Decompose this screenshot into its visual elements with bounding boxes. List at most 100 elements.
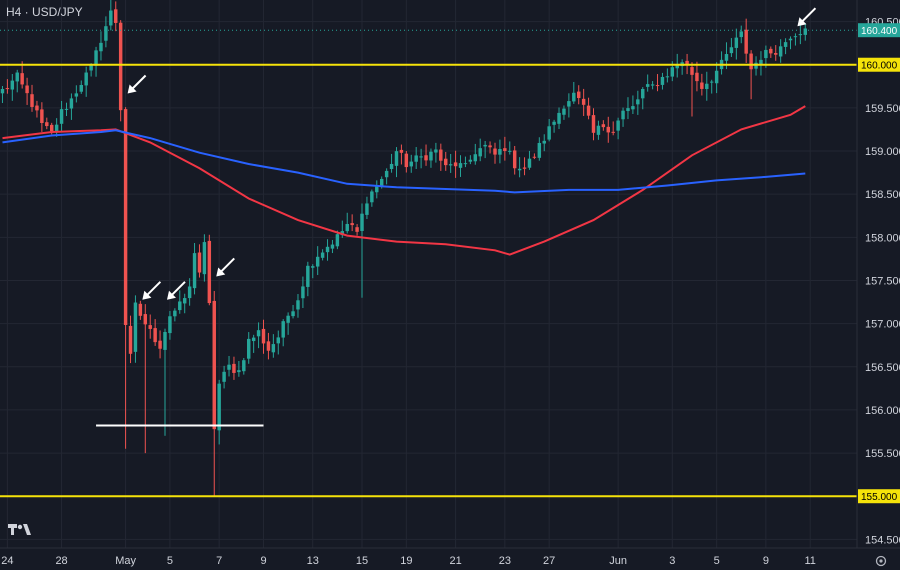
candle[interactable] [581,88,586,116]
candle[interactable] [650,81,655,90]
candle[interactable] [463,156,468,168]
price-axis[interactable]: 154.500 155.000 155.500 156.000 156.500 157.0… [858,17,900,547]
candle[interactable] [483,140,487,159]
candle[interactable] [601,120,606,131]
candle[interactable] [158,330,162,359]
candle[interactable] [616,117,620,140]
candle[interactable] [774,45,778,61]
candle[interactable] [512,145,517,175]
candle[interactable] [591,108,596,141]
candle[interactable] [508,141,512,155]
candle[interactable] [444,151,448,171]
candle[interactable] [399,144,404,165]
annotation-arrow-icon[interactable] [127,74,147,94]
candle[interactable] [45,117,49,130]
candle[interactable] [665,68,670,83]
candle[interactable] [803,23,808,41]
candle[interactable] [182,293,187,314]
candle[interactable] [793,33,798,46]
candle[interactable] [261,319,266,354]
candle[interactable] [168,310,172,340]
candle[interactable] [576,85,581,105]
candle[interactable] [562,105,566,120]
candle[interactable] [375,180,379,199]
candle[interactable] [542,134,546,152]
candle[interactable] [409,154,413,173]
candle[interactable] [645,74,650,92]
candle[interactable] [40,102,44,132]
candle[interactable] [217,379,221,445]
candle[interactable] [552,119,556,133]
candle[interactable] [700,73,704,96]
candle[interactable] [109,0,113,31]
candle[interactable] [325,239,330,261]
candle[interactable] [163,328,167,436]
candle[interactable] [734,28,739,60]
candle[interactable] [222,365,226,389]
candle[interactable] [448,153,453,173]
candle[interactable] [128,315,133,364]
candle[interactable] [636,90,640,115]
candle[interactable] [138,300,143,320]
candle[interactable] [503,136,507,161]
candle[interactable] [301,276,305,308]
annotation-arrow-icon[interactable] [166,281,186,300]
candle[interactable] [478,138,482,162]
candle[interactable] [0,86,5,104]
candle[interactable] [626,97,630,120]
candle[interactable] [739,25,743,44]
candle[interactable] [266,332,271,360]
candle[interactable] [69,93,74,120]
candle[interactable] [54,118,59,137]
candle[interactable] [173,308,177,322]
candle[interactable] [493,142,497,164]
candle[interactable] [360,203,364,298]
candle[interactable] [242,357,246,375]
candle[interactable] [729,38,734,57]
candle[interactable] [567,93,571,118]
candle[interactable] [458,155,463,177]
candle[interactable] [572,81,576,104]
candle[interactable] [394,147,399,178]
candle[interactable] [281,319,285,347]
candle[interactable] [104,16,108,48]
candle[interactable] [350,214,354,232]
candle[interactable] [247,332,251,364]
candle[interactable] [754,56,758,76]
candle[interactable] [370,189,374,207]
candle[interactable] [114,1,118,32]
candle[interactable] [586,97,591,120]
candle[interactable] [15,69,19,93]
candle[interactable] [271,334,276,358]
candle[interactable] [498,139,502,164]
candle[interactable] [286,312,290,335]
candle[interactable] [256,322,261,349]
candle[interactable] [714,62,719,94]
candle[interactable] [330,239,335,254]
candle[interactable] [35,100,39,118]
candle[interactable] [291,304,295,319]
candle[interactable] [232,356,236,380]
candle[interactable] [749,50,753,100]
candle[interactable] [5,79,10,94]
candle[interactable] [419,148,423,169]
candle[interactable] [788,36,793,50]
candle[interactable] [547,119,551,142]
candle[interactable] [296,294,300,318]
candle[interactable] [631,95,635,114]
candle[interactable] [227,355,231,377]
candle[interactable] [118,20,123,122]
candle[interactable] [84,66,88,97]
candle[interactable] [695,61,699,92]
candle[interactable] [527,150,532,170]
candle[interactable] [20,61,24,89]
candle[interactable] [517,157,522,178]
candle[interactable] [429,148,433,168]
candle[interactable] [532,153,537,160]
candle[interactable] [798,24,803,45]
candle[interactable] [611,121,615,136]
candle[interactable] [123,107,128,449]
candle[interactable] [778,39,783,63]
candle[interactable] [709,79,714,94]
candle[interactable] [237,361,241,377]
